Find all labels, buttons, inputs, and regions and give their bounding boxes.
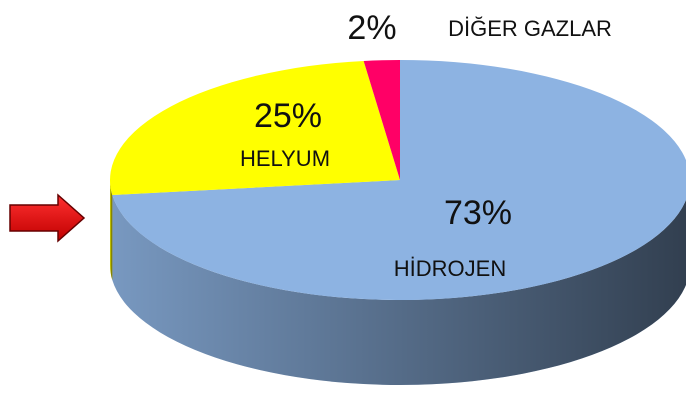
pie-labels: 73% HİDROJEN 25% HELYUM 2% DİĞER GAZLAR bbox=[240, 9, 612, 281]
pie-tops bbox=[109, 60, 686, 300]
arrow bbox=[9, 193, 86, 243]
category-label: HİDROJEN bbox=[394, 256, 506, 281]
value-label: 25% bbox=[254, 97, 322, 135]
value-label: 73% bbox=[444, 194, 512, 232]
category-label: DİĞER GAZLAR bbox=[448, 16, 612, 41]
pie-sides bbox=[110, 180, 686, 385]
value-label: 2% bbox=[347, 9, 396, 47]
slice bbox=[109, 60, 400, 196]
side-shade bbox=[110, 180, 113, 281]
slice bbox=[112, 60, 686, 300]
slice bbox=[363, 60, 400, 180]
side-shade bbox=[112, 195, 686, 385]
category-label: HELYUM bbox=[240, 146, 330, 171]
